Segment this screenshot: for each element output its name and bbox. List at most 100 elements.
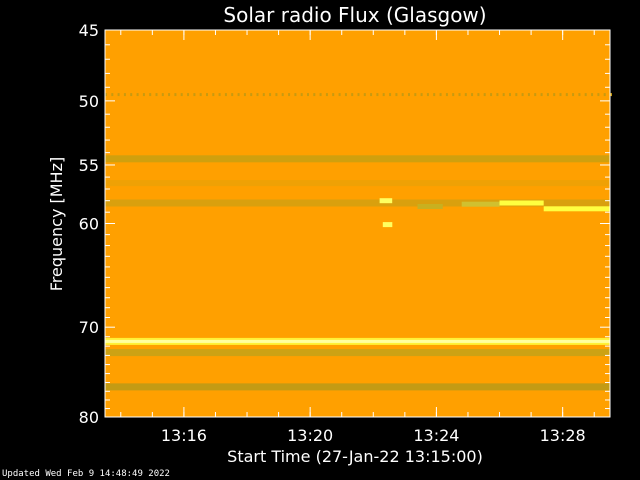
band-dot xyxy=(370,93,373,97)
band-3 xyxy=(105,199,610,207)
band-dot xyxy=(540,93,543,97)
band-dot xyxy=(275,93,278,97)
band-dot xyxy=(224,93,227,97)
band-dot xyxy=(300,93,303,97)
band-6 xyxy=(105,383,610,391)
updated-timestamp: Updated Wed Feb 9 14:48:49 2022 xyxy=(2,469,170,479)
band-dot xyxy=(521,93,524,97)
burst-0 xyxy=(379,198,393,204)
band-dot xyxy=(490,93,493,97)
band-dot xyxy=(161,93,164,97)
band-dot xyxy=(559,93,562,97)
emission-bands xyxy=(105,93,612,391)
band-dot xyxy=(281,93,284,97)
x-tick-label: 13:20 xyxy=(287,426,333,445)
y-tick-label: 50 xyxy=(79,92,99,111)
y-tick-label: 80 xyxy=(79,408,99,427)
band-dot xyxy=(149,93,152,97)
band-dot xyxy=(584,93,587,97)
band-dot xyxy=(603,93,606,97)
band-dot xyxy=(591,93,594,97)
band-dot xyxy=(338,93,341,97)
y-axis: 45 50 55 60 70 80 xyxy=(79,21,610,427)
burst-3 xyxy=(461,201,500,207)
x-tick-label: 13:16 xyxy=(161,426,207,445)
band-dot xyxy=(105,93,107,97)
band-dot xyxy=(142,93,145,97)
y-axis-label: Frequency [MHz] xyxy=(47,157,66,291)
x-axis: 13:16 13:20 13:24 13:28 xyxy=(120,30,595,445)
band-dot xyxy=(307,93,309,97)
burst-5 xyxy=(543,206,610,212)
band-dot xyxy=(610,93,612,97)
band-dot xyxy=(452,93,455,97)
band-dot xyxy=(471,93,474,97)
burst-2 xyxy=(417,204,443,209)
band-dot xyxy=(401,93,404,97)
band-dot xyxy=(155,93,158,97)
band-dot xyxy=(199,93,202,97)
band-dot xyxy=(572,93,575,97)
plot-area xyxy=(105,30,610,417)
band-dot xyxy=(325,93,328,97)
band-dot xyxy=(243,93,246,97)
band-dot xyxy=(546,93,549,97)
band-dot xyxy=(445,93,448,97)
chart-title: Solar radio Flux (Glasgow) xyxy=(223,3,486,27)
band-dot xyxy=(256,93,259,97)
band-dot xyxy=(332,93,335,97)
band-dot xyxy=(408,93,410,97)
burst-4 xyxy=(499,200,544,206)
burst-1 xyxy=(382,222,393,228)
x-tick-label: 13:28 xyxy=(540,426,586,445)
band-dot xyxy=(344,93,347,97)
band-dot xyxy=(357,93,360,97)
band-2 xyxy=(105,180,610,187)
band-dot xyxy=(117,93,120,97)
band-dot xyxy=(458,93,461,97)
band-dot xyxy=(262,93,265,97)
band-dot xyxy=(174,93,177,97)
band-dot xyxy=(527,93,530,97)
band-dot xyxy=(439,93,442,97)
x-axis-label: Start Time (27-Jan-22 13:15:00) xyxy=(227,447,483,466)
band-dot xyxy=(389,93,392,97)
band-dot xyxy=(168,93,171,97)
band-dot xyxy=(578,93,581,97)
y-tick-label: 60 xyxy=(79,215,99,234)
band-dot xyxy=(597,93,600,97)
band-dot xyxy=(187,93,190,97)
band-dot xyxy=(136,93,139,97)
band-dot xyxy=(496,93,499,97)
x-tick-label: 13:24 xyxy=(413,426,459,445)
band-dot xyxy=(218,93,221,97)
y-tick-label: 55 xyxy=(79,156,99,175)
band-dot xyxy=(123,93,126,97)
band-dot xyxy=(212,93,215,97)
band-dot xyxy=(395,93,398,97)
band-dot xyxy=(382,93,385,97)
band-dot xyxy=(206,93,208,97)
band-dot xyxy=(231,93,234,97)
band-dot xyxy=(237,93,240,97)
band-dot xyxy=(509,93,511,97)
band-dot xyxy=(483,93,486,97)
band-dot xyxy=(180,93,183,97)
band-dot xyxy=(111,93,114,97)
band-dot xyxy=(414,93,417,97)
band-dot xyxy=(502,93,505,97)
band-core-4 xyxy=(105,339,610,343)
band-dot xyxy=(250,93,253,97)
band-dot xyxy=(565,93,568,97)
band-dot xyxy=(313,93,316,97)
band-dot xyxy=(269,93,272,97)
band-dot xyxy=(426,93,429,97)
band-dot xyxy=(553,93,556,97)
y-tick-label: 70 xyxy=(79,318,99,337)
band-dot xyxy=(477,93,480,97)
band-1 xyxy=(105,155,610,163)
band-dot xyxy=(515,93,518,97)
band-dot xyxy=(534,93,537,97)
band-dot xyxy=(363,93,366,97)
